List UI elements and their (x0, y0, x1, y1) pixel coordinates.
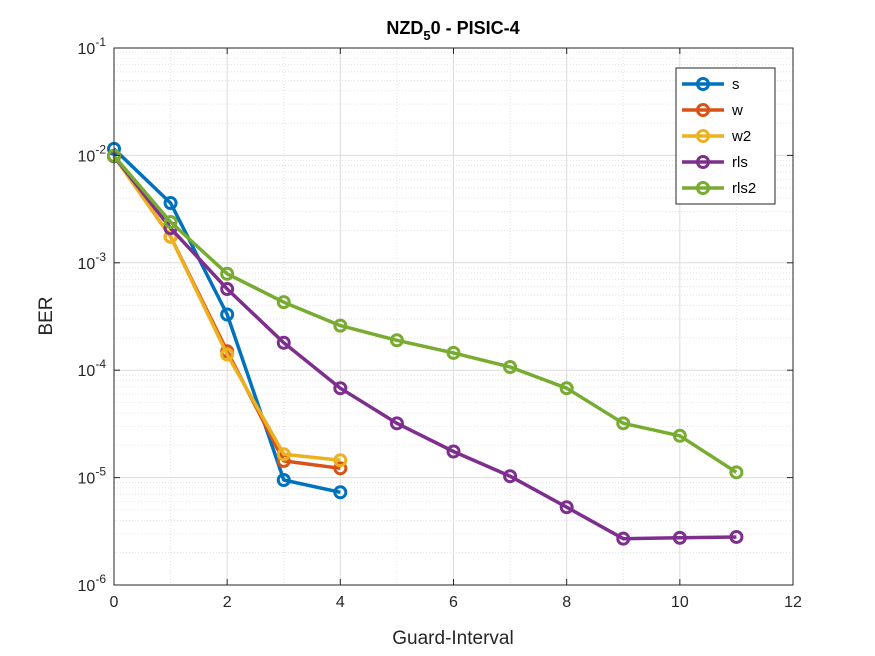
legend-label: s (732, 76, 740, 93)
ticks: 0 2 4 6 8 10 12 10-6 10-5 10-4 10-3 10-2 10-1 (78, 35, 802, 611)
data-point-rls (672, 530, 687, 545)
legend-swatch-marker (696, 129, 710, 143)
legend-label: rls2 (732, 180, 756, 197)
data-point-rls2 (672, 428, 687, 443)
series-layer (107, 141, 744, 546)
x-tick-label: 10 (671, 594, 689, 611)
x-axis-label: Guard-Interval (392, 628, 513, 649)
legend-swatch-marker (696, 77, 710, 91)
data-point-rls2 (503, 360, 518, 375)
y-tick-label: 10-6 (78, 572, 107, 595)
legend-item-rls: rls (682, 154, 748, 171)
data-point-rls2 (729, 465, 744, 480)
legend-item-w2: w2 (682, 128, 751, 145)
legend-item-rls2: rls2 (682, 180, 756, 197)
data-point-w2 (276, 447, 291, 462)
data-point-w2 (333, 453, 348, 468)
x-tick-label: 0 (110, 594, 119, 611)
y-tick-label: 10-3 (78, 250, 107, 273)
legend-swatch-marker (696, 181, 710, 195)
data-point-s (163, 196, 178, 211)
x-tick-label: 12 (784, 594, 802, 611)
series-rls2 (107, 148, 744, 480)
series-line-w2 (112, 155, 341, 463)
x-tick-label: 4 (336, 594, 345, 611)
data-point-rls (729, 529, 744, 544)
legend-label: w (731, 102, 743, 119)
data-point-rls (389, 416, 404, 431)
data-point-rls2 (559, 381, 574, 396)
data-point-rls (276, 335, 291, 350)
legend-item-w: w (682, 102, 743, 119)
data-point-rls (503, 469, 518, 484)
data-point-s (276, 472, 291, 487)
x-tick-label: 2 (223, 594, 232, 611)
data-point-rls (559, 500, 574, 515)
y-axis-label: BER (36, 296, 57, 335)
data-point-rls2 (333, 318, 348, 333)
y-tick-label: 10-5 (78, 465, 107, 488)
legend: sw w2 rls rls2 (675, 67, 776, 205)
y-tick-label: 10-2 (78, 142, 107, 165)
data-point-rls2 (276, 295, 291, 310)
data-point-rls2 (389, 333, 404, 348)
data-point-rls2 (163, 214, 178, 229)
chart-title: NZD50 - PISIC-4 (386, 18, 519, 43)
data-point-w2 (220, 347, 235, 362)
data-point-w2 (163, 229, 178, 244)
series-line-s (112, 147, 341, 495)
series-line-rls2 (112, 154, 738, 474)
series-w2 (107, 149, 348, 468)
data-point-s (220, 307, 235, 322)
x-tick-label: 6 (449, 594, 458, 611)
data-point-rls (616, 531, 631, 546)
data-point-rls (446, 444, 461, 459)
y-tick-label: 10-4 (78, 357, 107, 380)
data-point-rls (333, 381, 348, 396)
legend-swatch-marker (696, 103, 710, 117)
y-tick-label: 10-1 (78, 35, 107, 58)
data-point-rls (220, 282, 235, 297)
data-point-rls2 (220, 266, 235, 281)
legend-swatch-marker (696, 155, 710, 169)
legend-label: w2 (731, 128, 751, 145)
data-point-w (333, 461, 348, 476)
data-point-rls2 (616, 416, 631, 431)
series-line-rls (112, 155, 737, 541)
data-point-s (333, 485, 348, 500)
x-tick-label: 8 (562, 594, 571, 611)
data-point-rls2 (446, 345, 461, 360)
legend-label: rls (732, 154, 748, 171)
legend-item-s: s (682, 76, 740, 93)
